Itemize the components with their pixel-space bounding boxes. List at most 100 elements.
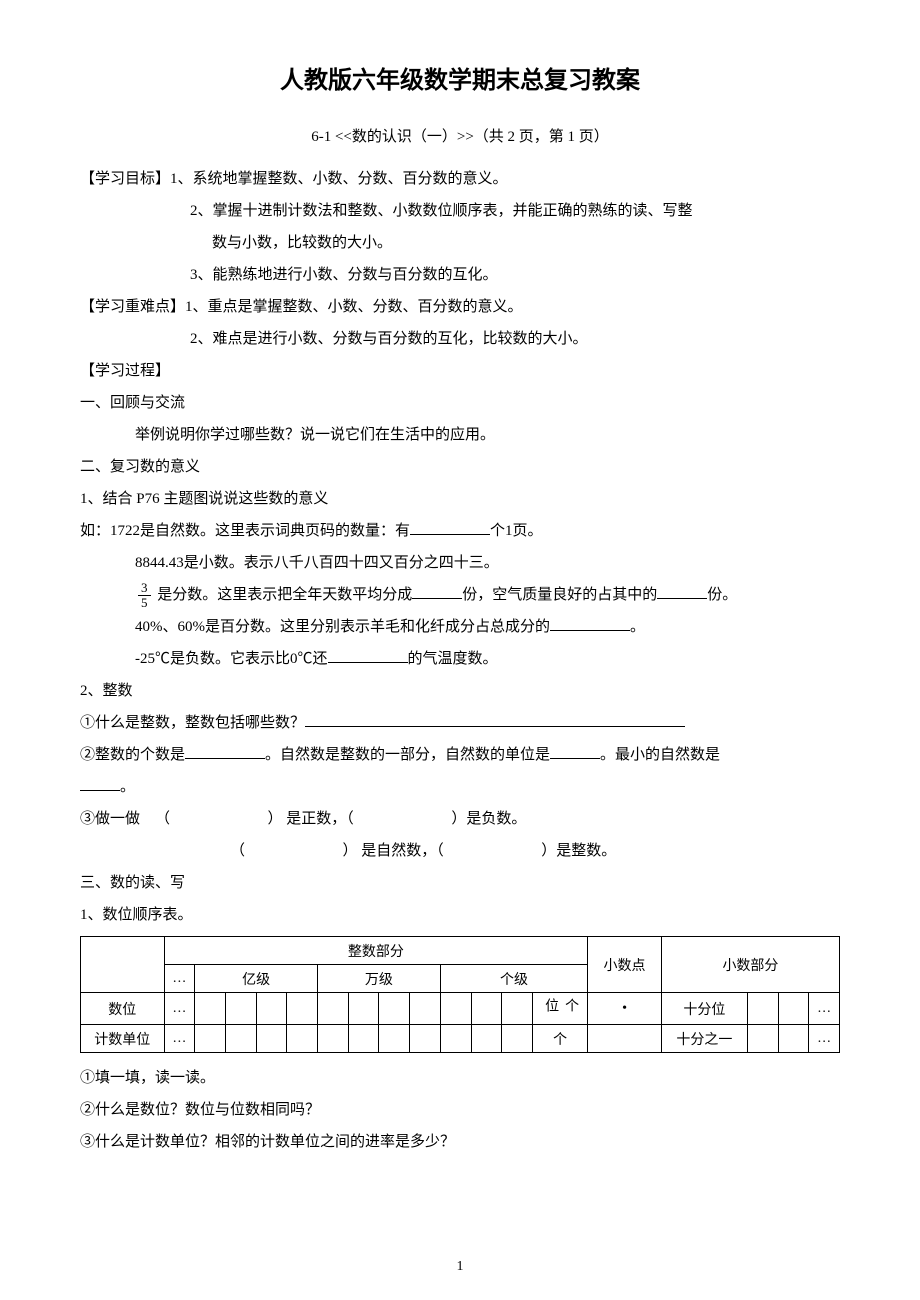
- example-5a: -25℃是负数。它表示比0℃还: [135, 651, 328, 667]
- table-cell-empty: [81, 937, 165, 993]
- section-3-item1: 1、数位顺序表。: [80, 900, 840, 930]
- table-cell[interactable]: [348, 993, 379, 1025]
- q3-integer: ）是整数。: [541, 843, 616, 859]
- difficulties-line1: 【学习重难点】1、重点是掌握整数、小数、分数、百分数的意义。: [80, 292, 840, 322]
- table-cell-empty: [588, 1025, 662, 1053]
- ge-pos-text: 个位: [540, 996, 580, 1016]
- table-header-ge: 个级: [440, 965, 587, 993]
- table-cell[interactable]: [348, 1025, 379, 1053]
- section-3-q2: ②什么是数位？数位与位数相同吗？: [80, 1095, 840, 1125]
- table-cell[interactable]: [287, 1025, 318, 1053]
- table-cell[interactable]: [410, 993, 441, 1025]
- example-1-row: 如：1722是自然数。这里表示词典页码的数量：有 个1页。: [80, 516, 840, 546]
- objectives-label: 【学习目标】: [80, 171, 170, 187]
- example-3b: 份，空气质量良好的占其中的: [462, 587, 657, 603]
- section-3-heading: 三、数的读、写: [80, 868, 840, 898]
- table-header-yi: 亿级: [195, 965, 318, 993]
- table-cell-dot: •: [588, 993, 662, 1025]
- process-label: 【学习过程】: [80, 356, 840, 386]
- section-2-heading: 二、复习数的意义: [80, 452, 840, 482]
- table-cell[interactable]: [778, 993, 809, 1025]
- table-cell[interactable]: [287, 993, 318, 1025]
- table-cell[interactable]: [471, 1025, 502, 1053]
- question-3-label: ③做一做: [80, 811, 140, 827]
- table-cell[interactable]: [440, 993, 471, 1025]
- blank-input[interactable]: [550, 744, 600, 759]
- q3-negative: ）是负数。: [451, 811, 526, 827]
- example-4b: 。: [630, 619, 645, 635]
- table-cell[interactable]: [778, 1025, 809, 1053]
- table-header-integer: 整数部分: [164, 937, 588, 965]
- objectives-line1: 【学习目标】1、系统地掌握整数、小数、分数、百分数的意义。: [80, 164, 840, 194]
- table-cell[interactable]: [410, 1025, 441, 1053]
- fraction-numerator: 3: [138, 581, 151, 596]
- blank-input[interactable]: [412, 584, 462, 599]
- blank-input[interactable]: [80, 776, 120, 791]
- table-cell[interactable]: [225, 993, 256, 1025]
- table-cell-ellipsis: …: [164, 1025, 195, 1053]
- example-3-row: 3 5 是分数。这里表示把全年天数平均分成份，空气质量良好的占其中的份。: [80, 580, 840, 610]
- example-5b: 的气温度数。: [408, 651, 498, 667]
- table-cell-ellipsis: …: [164, 965, 195, 993]
- blank-input[interactable]: [550, 616, 630, 631]
- blank-input[interactable]: [185, 744, 265, 759]
- table-cell-ellipsis: …: [809, 993, 840, 1025]
- section-2-item2: 2、整数: [80, 676, 840, 706]
- table-cell[interactable]: [471, 993, 502, 1025]
- table-cell-ellipsis: …: [164, 993, 195, 1025]
- digit-position-table: 整数部分 小数点 小数部分 … 亿级 万级 个级 数位 … 个位 • 十分位 ……: [80, 936, 840, 1053]
- table-cell[interactable]: [256, 1025, 287, 1053]
- example-1a: 如：1722是自然数。这里表示词典页码的数量：有: [80, 523, 410, 539]
- table-cell[interactable]: [225, 1025, 256, 1053]
- table-cell[interactable]: [318, 1025, 349, 1053]
- fraction-denominator: 5: [138, 596, 151, 610]
- question-2d-row: 。: [80, 772, 840, 802]
- example-3c: 份。: [707, 587, 737, 603]
- table-cell[interactable]: [195, 993, 226, 1025]
- table-row-unit-label: 计数单位: [81, 1025, 165, 1053]
- table-cell[interactable]: [379, 993, 410, 1025]
- question-2d: 。: [120, 779, 135, 795]
- objective-1: 1、系统地掌握整数、小数、分数、百分数的意义。: [170, 171, 508, 187]
- paren-right: ）: [268, 811, 283, 827]
- table-cell[interactable]: [195, 1025, 226, 1053]
- blank-input[interactable]: [305, 712, 685, 727]
- question-2a: ②整数的个数是: [80, 747, 185, 763]
- example-1b: 个1页。: [490, 523, 543, 539]
- q3-positive: 是正数，（: [286, 811, 354, 827]
- question-1: ①什么是整数，整数包括哪些数？: [80, 715, 305, 731]
- blank-input[interactable]: [410, 520, 490, 535]
- table-cell-ge: 个: [532, 1025, 587, 1053]
- table-cell[interactable]: [379, 1025, 410, 1053]
- table-header-decpoint: 小数点: [588, 937, 662, 993]
- objective-2b: 数与小数，比较数的大小。: [80, 228, 840, 258]
- page-title: 人教版六年级数学期末总复习教案: [80, 60, 840, 95]
- table-cell[interactable]: [502, 993, 533, 1025]
- question-2b: 。自然数是整数的一部分，自然数的单位是: [265, 747, 550, 763]
- table-header-wan: 万级: [318, 965, 441, 993]
- objective-3: 3、能熟练地进行小数、分数与百分数的互化。: [80, 260, 840, 290]
- objective-2: 2、掌握十进制计数法和整数、小数数位顺序表，并能正确的熟练的读、写整: [80, 196, 840, 226]
- example-5-row: -25℃是负数。它表示比0℃还 的气温度数。: [80, 644, 840, 674]
- section-2-item1: 1、结合 P76 主题图说说这些数的意义: [80, 484, 840, 514]
- table-cell[interactable]: [502, 1025, 533, 1053]
- page-number: 1: [0, 1259, 920, 1275]
- table-cell[interactable]: [747, 993, 778, 1025]
- fraction-3-5: 3 5: [138, 581, 151, 611]
- paren-right: ）: [343, 843, 358, 859]
- example-4a: 40%、60%是百分数。这里分别表示羊毛和化纤成分占总成分的: [135, 619, 550, 635]
- difficulty-2: 2、难点是进行小数、分数与百分数的互化，比较数的大小。: [80, 324, 840, 354]
- example-2: 8844.43是小数。表示八千八百四十四又百分之四十三。: [80, 548, 840, 578]
- section-3-q1: ①填一填，读一读。: [80, 1063, 840, 1093]
- table-cell[interactable]: [318, 993, 349, 1025]
- question-3-row2: （ ） 是自然数，（ ）是整数。: [80, 836, 840, 866]
- table-cell-ellipsis: …: [809, 1025, 840, 1053]
- table-cell[interactable]: [256, 993, 287, 1025]
- table-cell[interactable]: [747, 1025, 778, 1053]
- blank-input[interactable]: [328, 648, 408, 663]
- table-row-digit-label: 数位: [81, 993, 165, 1025]
- blank-input[interactable]: [657, 584, 707, 599]
- difficulty-1: 1、重点是掌握整数、小数、分数、百分数的意义。: [185, 299, 523, 315]
- table-cell[interactable]: [440, 1025, 471, 1053]
- difficulties-label: 【学习重难点】: [80, 299, 185, 315]
